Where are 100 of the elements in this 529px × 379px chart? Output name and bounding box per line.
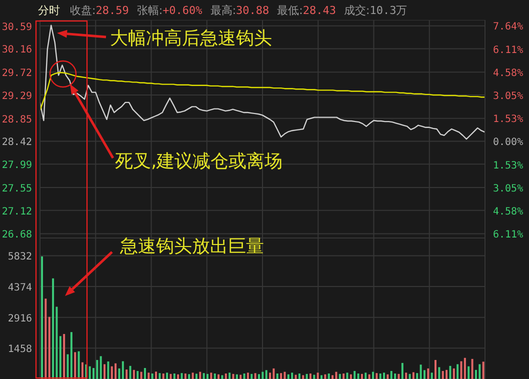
bar — [416, 373, 418, 379]
y2-tick-label: 6.11% — [493, 230, 524, 241]
annotation: 急速钩头放出巨量 — [119, 236, 264, 257]
bar — [173, 374, 176, 379]
bar — [148, 372, 150, 379]
bar — [129, 366, 132, 379]
bar — [88, 366, 91, 379]
bar — [449, 366, 452, 379]
bar — [383, 372, 386, 379]
y-tick-label: 1458 — [8, 344, 32, 356]
bar — [140, 372, 142, 379]
bar — [324, 374, 326, 379]
bar — [309, 374, 312, 379]
bar — [420, 364, 422, 379]
bar — [320, 375, 323, 379]
bar — [332, 375, 334, 379]
bar — [338, 374, 341, 379]
bar — [368, 374, 370, 379]
bar — [468, 366, 470, 379]
bar — [306, 374, 308, 379]
y-tick-label: 28.85 — [2, 114, 32, 126]
bar — [122, 361, 124, 379]
line-series — [39, 24, 486, 140]
y2-tick-label: 7.64% — [493, 22, 524, 33]
y2-tick-label: 6.11% — [493, 44, 524, 56]
bar — [158, 373, 161, 379]
y-tick-label: 30.16 — [2, 44, 32, 56]
bar — [136, 370, 139, 379]
y-tick-label: 29.72 — [2, 68, 32, 80]
bar — [364, 372, 367, 379]
bar — [427, 368, 430, 379]
bar — [44, 298, 47, 379]
y-tick-label: 2916 — [8, 313, 32, 324]
annotation: 大幅冲高后急速钩头 — [110, 28, 272, 49]
bar — [346, 372, 348, 379]
bar — [471, 358, 474, 379]
bar — [357, 374, 360, 379]
bar — [74, 352, 76, 379]
bar — [240, 374, 242, 379]
bar — [132, 370, 135, 379]
bar — [250, 374, 253, 379]
bar — [460, 361, 462, 379]
bar — [118, 368, 120, 379]
y-tick-label: 27.99 — [2, 160, 32, 172]
bar — [188, 374, 190, 379]
bar — [236, 374, 238, 379]
bar — [269, 372, 272, 379]
bar — [258, 374, 260, 379]
text: 成交:10.3万 — [344, 4, 408, 16]
bar — [177, 374, 180, 379]
bar — [412, 372, 414, 379]
y-tick-label: 30.59 — [2, 22, 32, 33]
y2-tick-label: 3.05% — [493, 91, 524, 102]
bar — [276, 374, 278, 379]
y2-tick-label: 3.05% — [493, 183, 524, 194]
bar — [262, 372, 264, 379]
bar — [206, 374, 208, 379]
bar — [342, 374, 345, 379]
bar — [228, 372, 231, 379]
bar — [316, 372, 319, 379]
bar — [313, 374, 316, 379]
text: 收盘:28.59 — [70, 4, 129, 16]
bar — [104, 364, 106, 379]
bar — [287, 374, 290, 379]
bar — [438, 367, 440, 379]
bar — [390, 370, 392, 379]
bar — [379, 374, 382, 379]
bar — [199, 372, 202, 379]
bar — [221, 375, 224, 379]
bar — [280, 373, 282, 379]
y2-tick-label: 0.00% — [493, 137, 524, 148]
bar — [63, 334, 66, 379]
bar — [360, 374, 363, 379]
bar — [372, 372, 374, 379]
bar — [151, 374, 154, 379]
bar — [224, 374, 227, 379]
y-tick-label: 27.12 — [2, 206, 32, 218]
y-tick-label: 4374 — [8, 282, 32, 294]
bar — [66, 354, 69, 379]
bar — [192, 372, 194, 379]
bar — [456, 364, 459, 379]
bar — [214, 374, 216, 379]
bar — [180, 373, 183, 379]
y-tick-label: 28.42 — [2, 137, 32, 148]
bar — [110, 366, 113, 379]
bar — [350, 374, 352, 379]
bar — [48, 316, 50, 379]
y2-tick-label: 1.53% — [493, 114, 524, 126]
bar — [52, 278, 54, 379]
text: 张幅:+0.60% — [136, 4, 202, 16]
bar — [96, 360, 98, 379]
bar — [354, 370, 356, 379]
bar — [170, 374, 172, 379]
y-tick-label: 29.29 — [2, 90, 32, 102]
bar — [41, 256, 43, 379]
bar — [100, 356, 102, 379]
annotation: 死叉,建议减仓或离场 — [115, 151, 283, 172]
bar — [386, 374, 389, 379]
y-tick-label: 27.55 — [2, 183, 32, 194]
bar — [452, 368, 455, 379]
